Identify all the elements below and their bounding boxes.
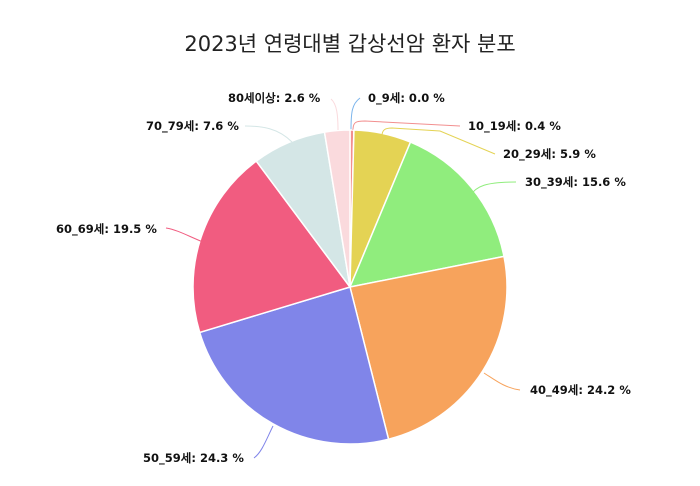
label-connector [253,425,274,459]
slice-label: 30_39세: 15.6 % [525,175,626,190]
pie-slice[interactable] [349,255,508,441]
pie-slice[interactable] [192,160,352,334]
label-connector [244,125,293,143]
label-connector [483,372,521,391]
slice-label: 10_19세: 0.4 % [468,119,561,134]
slice-label: 20_29세: 5.9 % [503,147,596,162]
slice-label: 80세이상: 2.6 % [228,91,321,105]
label-connector [165,227,204,243]
slice-label: 60_69세: 19.5 % [56,222,157,237]
label-connector [350,97,361,131]
label-connector [381,127,496,155]
pie-slice[interactable] [198,286,390,445]
label-connector [469,181,517,197]
slice-label: 0_9세: 0.0 % [368,91,445,106]
slice-label: 50_59세: 24.3 % [143,451,244,466]
slice-label: 40_49세: 24.2 % [530,383,631,398]
label-connector [352,120,461,131]
pie-slice[interactable] [323,129,351,288]
pie-slice[interactable] [348,141,505,289]
label-connector [330,98,339,131]
slice-label: 70_79세: 7.6 % [146,119,239,134]
chart-title: 2023년 연령대별 갑상선암 환자 분포 [184,32,516,56]
